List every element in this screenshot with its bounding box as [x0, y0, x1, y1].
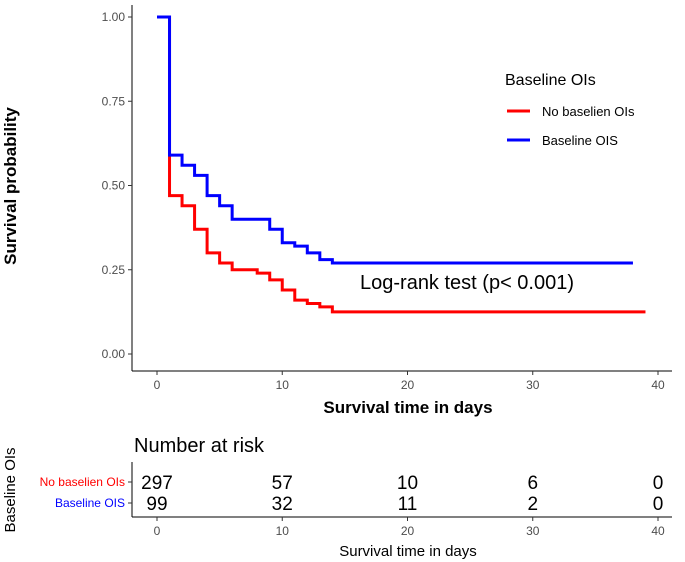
- y-tick-label: 0.50: [102, 179, 126, 193]
- y-tick-label: 0.00: [102, 347, 126, 361]
- risk-x-tick-label: 0: [154, 524, 161, 538]
- risk-table: Number at risk No baselien OIs Baseline O…: [2, 435, 672, 560]
- risk-count: 2: [527, 494, 538, 515]
- x-tick-label: 0: [154, 378, 161, 392]
- risk-count: 99: [146, 494, 167, 515]
- risk-strata-baseline: Baseline OIS: [55, 496, 125, 510]
- risk-x-axis-title: Survival time in days: [339, 543, 477, 560]
- risk-strata-no-baseline: No baselien OIs: [40, 475, 125, 489]
- risk-x-tick-label: 30: [526, 524, 540, 538]
- risk-count: 0: [653, 494, 664, 515]
- risk-count: 297: [141, 473, 173, 494]
- km-curve-no-baseline: [157, 15, 646, 314]
- risk-count: 0: [653, 473, 664, 494]
- legend-label-no-baseline: No baselien OIs: [542, 104, 635, 119]
- legend-label-baseline: Baseline OIS: [542, 133, 618, 148]
- x-tick-label: 40: [651, 378, 665, 392]
- risk-x-tick-label: 40: [651, 524, 665, 538]
- legend-title: Baseline OIs: [505, 72, 596, 89]
- km-curve-baseline: [157, 15, 633, 265]
- legend: Baseline OIs No baselien OIs Baseline OI…: [505, 72, 635, 148]
- logrank-annotation: Log-rank test (p< 0.001): [360, 272, 574, 294]
- y-axis-title: Survival probability: [1, 107, 20, 265]
- y-tick-label: 0.25: [102, 263, 126, 277]
- x-axis-title: Survival time in days: [323, 398, 492, 417]
- risk-table-title: Number at risk: [134, 435, 265, 457]
- y-tick-label: 1.00: [102, 10, 126, 24]
- main-plot: 0.00 0.25 0.50 0.75 1.00 0 10 20 30 40 Survival …: [1, 5, 672, 417]
- y-tick-label: 0.75: [102, 94, 126, 108]
- x-tick-label: 10: [276, 378, 290, 392]
- risk-count: 10: [397, 473, 418, 494]
- risk-y-axis-title: Baseline OIs: [2, 447, 19, 532]
- risk-count: 6: [527, 473, 538, 494]
- x-tick-label: 30: [526, 378, 540, 392]
- risk-count: 32: [272, 494, 293, 515]
- x-tick-label: 20: [401, 378, 415, 392]
- risk-count: 57: [272, 473, 293, 494]
- risk-x-tick-label: 10: [276, 524, 290, 538]
- risk-x-tick-label: 20: [401, 524, 415, 538]
- risk-count: 11: [398, 494, 418, 515]
